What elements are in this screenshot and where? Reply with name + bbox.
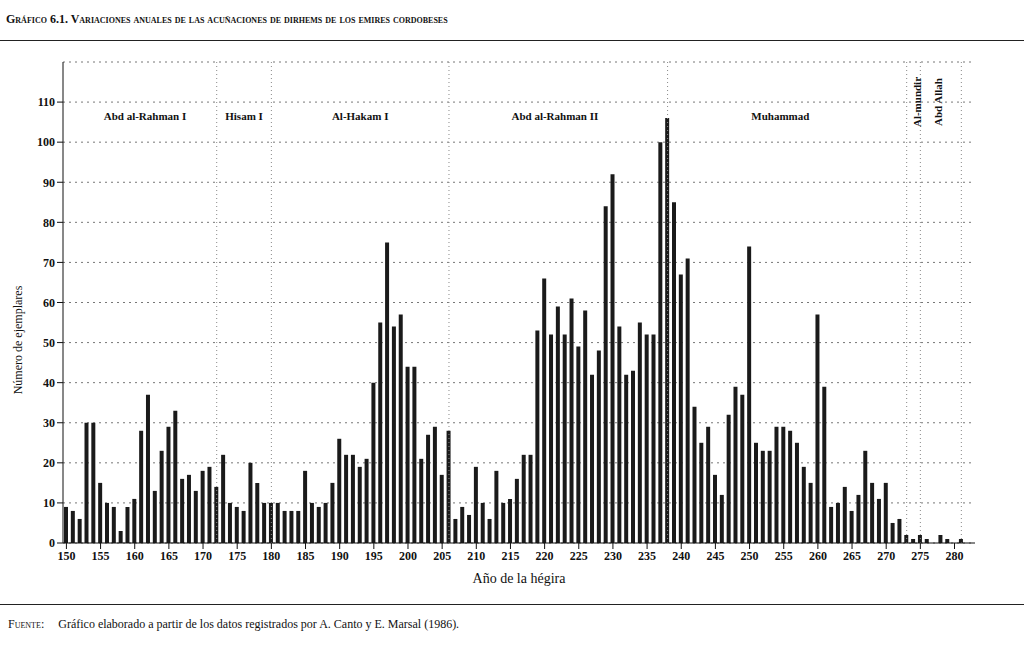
svg-text:Abd al-Rahman I: Abd al-Rahman I [104,110,187,122]
svg-text:235: 235 [638,549,656,563]
svg-text:255: 255 [775,549,793,563]
svg-text:100: 100 [37,135,55,149]
svg-text:215: 215 [501,549,519,563]
svg-text:Muhammad: Muhammad [751,110,809,122]
svg-text:275: 275 [911,549,929,563]
svg-text:170: 170 [194,549,212,563]
html-text:Gráfico 6.1. Variaciones anual: Gráfico 6.1. Variaciones anuales de las … [6,12,448,26]
svg-text:50: 50 [43,336,55,350]
svg-text:230: 230 [604,549,622,563]
svg-text:250: 250 [741,549,759,563]
svg-text:280: 280 [946,549,964,563]
svg-text:180: 180 [262,549,280,563]
svg-text:0: 0 [49,536,55,550]
svg-text:210: 210 [467,549,485,563]
html-text:Gráfico elaborado a partir de: Gráfico elaborado a partir de los datos … [58,617,460,631]
svg-text:20: 20 [43,456,55,470]
svg-text:260: 260 [809,549,827,563]
svg-text:150: 150 [57,549,75,563]
svg-text:110: 110 [38,95,55,109]
svg-text:60: 60 [43,296,55,310]
svg-text:185: 185 [297,549,315,563]
svg-text:155: 155 [92,549,110,563]
html-text:Fuente:: Fuente: [8,617,45,631]
html-text:Número de ejemplares: Número de ejemplares [10,285,25,395]
svg-text:165: 165 [160,549,178,563]
svg-text:220: 220 [536,549,554,563]
svg-text:270: 270 [877,549,895,563]
svg-text:40: 40 [43,376,55,390]
svg-text:Abd al-Rahman II: Abd al-Rahman II [511,110,598,122]
svg-text:Año de la hégira: Año de la hégira [473,571,567,586]
svg-text:10: 10 [43,496,55,510]
svg-text:200: 200 [399,549,417,563]
svg-text:175: 175 [228,549,246,563]
svg-text:70: 70 [43,256,55,270]
svg-text:Al-mundir: Al-mundir [911,77,923,127]
svg-text:205: 205 [433,549,451,563]
svg-text:90: 90 [43,176,55,190]
svg-text:Abd Allah: Abd Allah [932,78,944,126]
svg-text:Al-Hakam I: Al-Hakam I [332,110,389,122]
svg-text:265: 265 [843,549,861,563]
svg-text:240: 240 [672,549,690,563]
svg-text:195: 195 [365,549,383,563]
svg-text:80: 80 [43,216,55,230]
svg-text:160: 160 [126,549,144,563]
svg-text:190: 190 [331,549,349,563]
svg-text:Hisam I: Hisam I [225,110,263,122]
svg-text:225: 225 [570,549,588,563]
svg-text:245: 245 [706,549,724,563]
svg-text:30: 30 [43,416,55,430]
